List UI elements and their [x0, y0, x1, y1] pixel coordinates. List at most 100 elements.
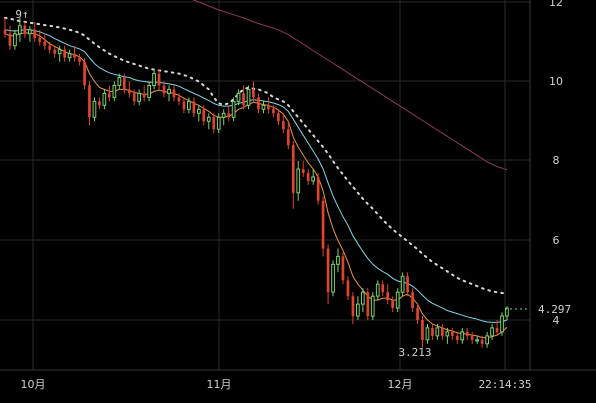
- candle-up: [112, 85, 117, 98]
- candle-up: [485, 335, 489, 345]
- candle-up: [356, 303, 360, 317]
- y-axis-ticks: 12 10 8 6 4: [549, 0, 563, 327]
- candle-down: [321, 200, 325, 249]
- ma-dotted-line: [4, 16, 508, 295]
- candle-down: [291, 145, 295, 193]
- candle-down: [182, 101, 186, 110]
- y-tick-label: 12: [549, 0, 563, 9]
- candle-down: [88, 85, 91, 118]
- candle-down: [441, 327, 444, 336]
- candle-down: [192, 101, 196, 114]
- candle-down: [73, 53, 76, 58]
- ma-long-line: [192, 0, 508, 171]
- candle-down: [157, 73, 161, 86]
- candle-down: [202, 109, 206, 122]
- candle-up: [28, 29, 32, 35]
- candle-up: [425, 327, 430, 341]
- candle-up: [246, 88, 251, 106]
- low-price-label: 3.213: [398, 346, 431, 359]
- candle-down: [108, 93, 111, 98]
- candle-up: [147, 85, 152, 98]
- moving-average-lines: [4, 0, 508, 339]
- candle-down: [23, 25, 27, 34]
- candle-down: [381, 284, 385, 293]
- candle-down: [48, 45, 52, 50]
- candle-down: [257, 97, 260, 110]
- candle-down: [316, 176, 320, 201]
- x-tick-label: 11月: [207, 378, 232, 391]
- candle-down: [411, 292, 414, 309]
- candle-down: [3, 29, 7, 34]
- last-price-label: 4.297: [538, 303, 571, 316]
- candle-down: [127, 89, 131, 94]
- candle-up: [375, 283, 380, 297]
- candle-up: [102, 92, 107, 106]
- candle-down: [267, 105, 270, 110]
- y-tick-label: 8: [553, 154, 560, 167]
- candle-up: [445, 331, 450, 337]
- candle-up: [167, 88, 171, 94]
- candle-up: [92, 100, 97, 118]
- candle-up: [395, 291, 400, 309]
- candle-down: [326, 248, 330, 293]
- ma-short-line: [4, 32, 508, 339]
- candle-down: [98, 101, 101, 106]
- candle-up: [400, 275, 405, 293]
- candle-up: [197, 108, 201, 114]
- candle-down: [78, 57, 81, 62]
- candle-down: [172, 89, 176, 98]
- candle-up: [261, 104, 266, 110]
- grid: [0, 0, 596, 371]
- candle-down: [421, 320, 424, 340]
- candle-down: [132, 93, 136, 102]
- candle-up: [500, 315, 504, 333]
- candle-down: [277, 113, 280, 122]
- candle-down: [351, 296, 355, 317]
- candle-down: [162, 85, 166, 94]
- candle-down: [63, 49, 66, 58]
- candle-down: [242, 93, 245, 106]
- candle-down: [282, 121, 285, 130]
- candle-up: [18, 25, 22, 35]
- candle-up: [117, 77, 122, 86]
- candle-up: [187, 100, 191, 110]
- top-left-label: 9↑: [15, 8, 28, 21]
- candle-down: [386, 292, 389, 301]
- candle-up: [331, 263, 335, 293]
- candle-down: [366, 292, 370, 317]
- candle-down: [391, 300, 394, 308]
- candle-down: [416, 308, 419, 320]
- candle-up: [206, 116, 211, 122]
- candle-up: [435, 327, 440, 337]
- candle-up: [361, 291, 365, 305]
- candle-down: [83, 61, 86, 86]
- candle-down: [53, 49, 56, 54]
- candle-down: [227, 113, 230, 118]
- candle-down: [142, 93, 146, 98]
- x-tick-label: 12月: [388, 378, 413, 391]
- candle-up: [311, 176, 315, 182]
- candle-down: [451, 331, 454, 336]
- candle-up: [216, 116, 221, 130]
- candle-down: [470, 335, 474, 340]
- candle-down: [212, 117, 216, 130]
- x-axis-ticks: 10月 11月 12月: [21, 378, 413, 391]
- candle-up: [231, 100, 236, 118]
- candle-up: [505, 307, 509, 317]
- candle-up: [221, 112, 226, 118]
- candle-down: [341, 256, 345, 281]
- x-tick-label: 10月: [21, 378, 46, 391]
- candle-down: [272, 109, 275, 114]
- candle-down: [495, 327, 499, 332]
- candle-down: [480, 339, 484, 344]
- candle-up: [370, 295, 375, 317]
- candle-down: [43, 41, 47, 46]
- candle-down: [455, 335, 459, 340]
- candle-up: [296, 168, 301, 194]
- candle-up: [236, 92, 241, 102]
- candle-down: [177, 97, 181, 102]
- candle-down: [122, 77, 126, 90]
- time-label: 22:14:35: [479, 378, 532, 391]
- ma-mid-line: [4, 29, 508, 323]
